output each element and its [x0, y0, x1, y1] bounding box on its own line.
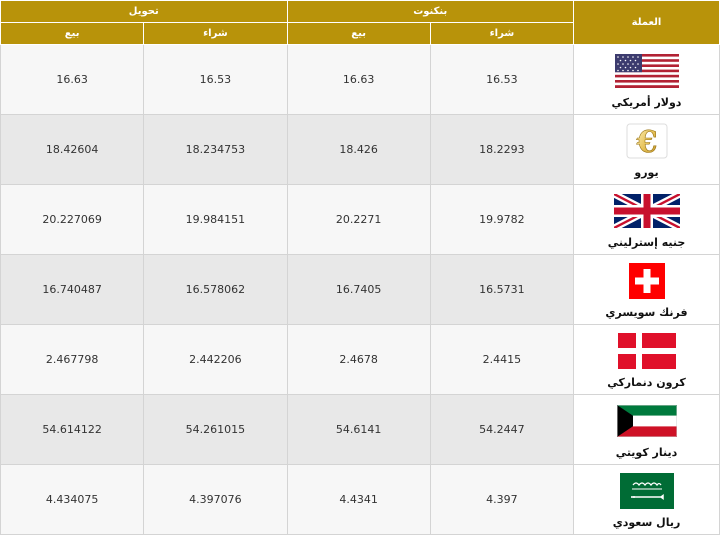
banknote-sell-value: 16.7405: [286, 254, 431, 325]
currency-cell: كرون دنماركي: [573, 324, 720, 395]
transfer-buy-value: 18.234753: [143, 114, 288, 185]
transfer-buy-value: 4.397076: [143, 464, 288, 535]
banknote-buy-value: 19.9782: [429, 184, 575, 255]
table-row: جنيه إسترليني 19.9782 20.2271 19.984151 …: [0, 184, 720, 255]
svg-text:€: €: [635, 125, 657, 159]
transfer-group-header: تحويل: [0, 0, 288, 23]
currency-name: ريال سعودي: [612, 516, 681, 529]
banknote-buy-value: 16.53: [429, 44, 575, 115]
transfer-sell-value: 18.42604: [0, 114, 145, 185]
currency-cell: دولار أمريكي: [573, 44, 720, 115]
currency-name: دينار كويتي: [615, 446, 678, 459]
transfer-sell-value: 4.434075: [0, 464, 145, 535]
saudi-flag-icon: [614, 473, 680, 509]
table-row: كرون دنماركي 2.4415 2.4678 2.442206 2.46…: [0, 324, 720, 395]
banknote-buy-value: 18.2293: [429, 114, 575, 185]
transfer-buy-value: 2.442206: [143, 324, 288, 395]
currency-name: كرون دنماركي: [607, 376, 686, 389]
banknote-sell-header: بيع: [286, 22, 431, 45]
currency-cell: € يورو: [573, 114, 720, 185]
transfer-buy-header: شراء: [143, 22, 288, 45]
banknote-sell-value: 2.4678: [286, 324, 431, 395]
danish-flag-icon: [614, 333, 680, 369]
currency-column-header: العملة: [573, 0, 720, 45]
transfer-sell-value: 54.614122: [0, 394, 145, 465]
banknote-buy-value: 16.5731: [429, 254, 575, 325]
banknote-buy-header: شراء: [429, 22, 575, 45]
transfer-sell-value: 20.227069: [0, 184, 145, 255]
currency-cell: دينار كويتي: [573, 394, 720, 465]
currency-name: فرنك سويسري: [605, 306, 688, 319]
swiss-flag-icon: [614, 263, 680, 299]
banknote-buy-value: 2.4415: [429, 324, 575, 395]
banknote-sell-value: 18.426: [286, 114, 431, 185]
currency-cell: ريال سعودي: [573, 464, 720, 535]
transfer-sell-value: 16.63: [0, 44, 145, 115]
transfer-sell-value: 16.740487: [0, 254, 145, 325]
currency-cell: جنيه إسترليني: [573, 184, 720, 255]
transfer-buy-value: 16.53: [143, 44, 288, 115]
table-row: دينار كويتي 54.2447 54.6141 54.261015 54…: [0, 394, 720, 465]
transfer-sell-value: 2.467798: [0, 324, 145, 395]
uk-flag-icon: [613, 193, 680, 229]
currency-cell: فرنك سويسري: [573, 254, 720, 325]
table-row: € يورو 18.2293 18.426 18.234753 18.42604: [0, 114, 720, 185]
banknote-buy-value: 54.2447: [429, 394, 575, 465]
banknotes-group-header: بنكنوت: [286, 0, 574, 23]
kuwait-flag-icon: [614, 403, 680, 439]
currency-name: جنيه إسترليني: [607, 236, 686, 249]
table-row: ريال سعودي 4.397 4.4341 4.397076 4.43407…: [0, 464, 720, 535]
banknote-sell-value: 54.6141: [286, 394, 431, 465]
currency-name: دولار أمريكي: [611, 96, 682, 109]
currency-name: يورو: [634, 166, 659, 179]
table-row: فرنك سويسري 16.5731 16.7405 16.578062 16…: [0, 254, 720, 325]
table-row: دولار أمريكي 16.53 16.63 16.53 16.63: [0, 44, 720, 115]
transfer-sell-header: بيع: [0, 22, 145, 45]
banknote-sell-value: 4.4341: [286, 464, 431, 535]
transfer-buy-value: 54.261015: [143, 394, 288, 465]
euro-sign-icon: €: [614, 123, 680, 159]
transfer-buy-value: 16.578062: [143, 254, 288, 325]
banknote-buy-value: 4.397: [429, 464, 575, 535]
transfer-buy-value: 19.984151: [143, 184, 288, 255]
us-flag-icon: [614, 53, 680, 89]
banknote-sell-value: 20.2271: [286, 184, 431, 255]
banknote-sell-value: 16.63: [286, 44, 431, 115]
